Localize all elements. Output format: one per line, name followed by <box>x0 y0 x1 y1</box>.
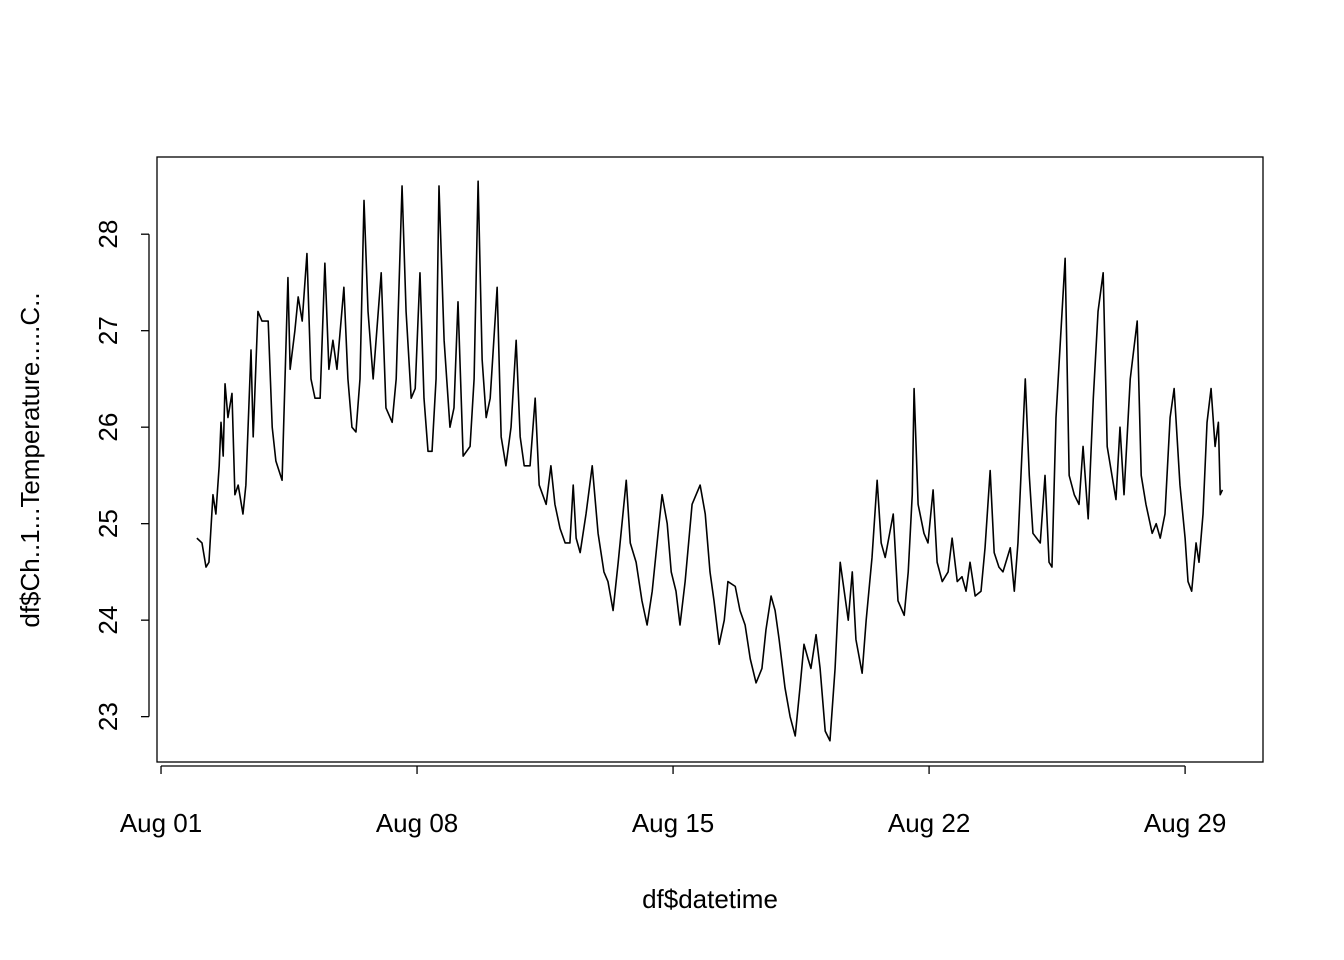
x-tick-label: Aug 01 <box>120 808 202 838</box>
x-axis-label: df$datetime <box>642 884 778 914</box>
x-tick-label: Aug 08 <box>376 808 458 838</box>
y-tick-label: 24 <box>93 606 123 635</box>
y-tick-label: 28 <box>93 220 123 249</box>
y-tick-label: 23 <box>93 702 123 731</box>
x-tick-label: Aug 22 <box>888 808 970 838</box>
x-tick-label: Aug 15 <box>632 808 714 838</box>
y-axis-label: df$Ch..1...Temperature.....C.. <box>15 292 45 627</box>
y-tick-label: 25 <box>93 509 123 538</box>
plot-frame <box>156 156 1264 763</box>
y-tick-label: 27 <box>93 316 123 345</box>
y-tick-label: 26 <box>93 413 123 442</box>
data-line <box>196 180 1224 742</box>
x-tick-label: Aug 29 <box>1144 808 1226 838</box>
